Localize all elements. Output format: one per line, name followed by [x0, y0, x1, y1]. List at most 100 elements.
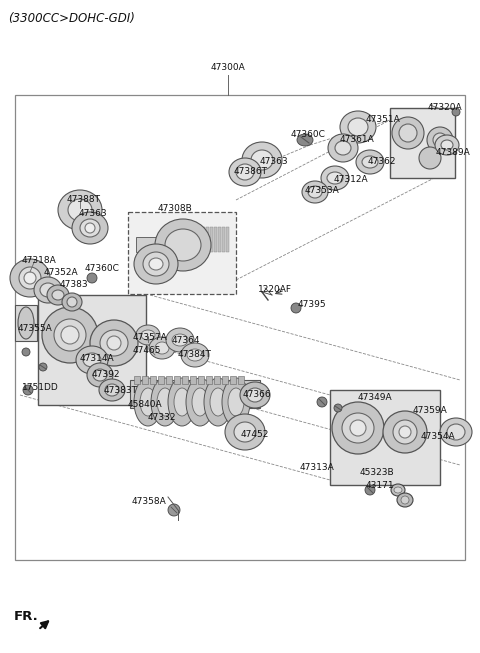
Ellipse shape [435, 135, 459, 155]
Bar [130, 380, 260, 408]
Ellipse shape [149, 258, 163, 270]
Ellipse shape [105, 384, 119, 396]
Ellipse shape [141, 330, 155, 340]
Text: 47465: 47465 [133, 346, 161, 355]
Ellipse shape [134, 244, 178, 284]
Ellipse shape [362, 156, 378, 168]
Ellipse shape [157, 388, 173, 416]
Text: 47366: 47366 [243, 390, 272, 399]
Ellipse shape [61, 326, 79, 344]
Bar [210, 227, 213, 252]
Bar [214, 227, 217, 252]
Text: 47364: 47364 [172, 336, 201, 345]
Ellipse shape [391, 484, 405, 496]
Ellipse shape [222, 378, 250, 426]
Ellipse shape [321, 166, 349, 190]
Ellipse shape [210, 388, 226, 416]
Bar [238, 376, 244, 384]
Text: 47360C: 47360C [85, 264, 120, 273]
Ellipse shape [392, 117, 424, 149]
Text: 47308B: 47308B [158, 204, 193, 213]
Text: 47349A: 47349A [358, 393, 393, 402]
Ellipse shape [100, 330, 128, 356]
Ellipse shape [204, 378, 232, 426]
Ellipse shape [149, 337, 175, 359]
Text: 1220AF: 1220AF [258, 285, 292, 294]
Ellipse shape [143, 252, 169, 276]
Text: 47389A: 47389A [436, 148, 471, 157]
Text: 47360C: 47360C [291, 130, 326, 139]
Ellipse shape [240, 382, 270, 408]
Text: 47363: 47363 [79, 209, 108, 218]
Ellipse shape [151, 378, 179, 426]
Ellipse shape [356, 150, 384, 174]
Bar [182, 376, 188, 384]
Text: 47332: 47332 [148, 413, 177, 422]
Ellipse shape [52, 290, 64, 300]
Bar [222, 227, 225, 252]
Ellipse shape [397, 493, 413, 507]
Ellipse shape [22, 348, 30, 356]
Ellipse shape [165, 229, 201, 261]
Ellipse shape [80, 219, 100, 237]
Ellipse shape [34, 277, 62, 303]
Text: 47392: 47392 [92, 370, 120, 379]
Ellipse shape [19, 267, 41, 289]
Bar [206, 376, 212, 384]
Ellipse shape [401, 496, 409, 504]
Ellipse shape [452, 108, 460, 116]
Ellipse shape [155, 342, 169, 354]
Bar [330, 390, 440, 485]
Ellipse shape [236, 164, 254, 180]
Ellipse shape [168, 504, 180, 516]
Ellipse shape [62, 293, 82, 311]
Bar [150, 376, 156, 384]
Bar [38, 295, 146, 405]
Ellipse shape [348, 118, 368, 136]
Ellipse shape [394, 487, 402, 493]
Ellipse shape [247, 388, 263, 402]
Text: (3300CC>DOHC-GDI): (3300CC>DOHC-GDI) [8, 12, 135, 25]
Text: 1751DD: 1751DD [22, 383, 59, 392]
Ellipse shape [327, 172, 343, 184]
Ellipse shape [229, 158, 261, 186]
Text: 47362: 47362 [368, 157, 396, 166]
Bar [202, 227, 205, 252]
Ellipse shape [166, 328, 194, 352]
Bar [158, 376, 164, 384]
Ellipse shape [42, 307, 98, 363]
Text: 47359A: 47359A [413, 406, 448, 415]
Text: 47312A: 47312A [334, 175, 369, 184]
Ellipse shape [332, 402, 384, 454]
Ellipse shape [76, 346, 108, 374]
Text: 47357A: 47357A [133, 333, 168, 342]
Bar [198, 227, 201, 252]
Bar [214, 376, 220, 384]
Ellipse shape [187, 349, 203, 361]
Bar [166, 376, 172, 384]
Text: 47314A: 47314A [80, 354, 115, 363]
Text: 47361A: 47361A [340, 135, 375, 144]
Ellipse shape [181, 343, 209, 367]
Ellipse shape [18, 307, 34, 339]
Ellipse shape [186, 378, 214, 426]
Text: 45323B: 45323B [360, 468, 395, 477]
Ellipse shape [83, 353, 101, 367]
Ellipse shape [136, 325, 160, 345]
Ellipse shape [447, 424, 465, 440]
Ellipse shape [172, 334, 188, 346]
Ellipse shape [24, 272, 36, 284]
Ellipse shape [251, 150, 273, 170]
Bar [226, 227, 229, 252]
Ellipse shape [67, 297, 77, 307]
Bar [190, 227, 193, 252]
Ellipse shape [155, 219, 211, 271]
Ellipse shape [58, 190, 102, 230]
Bar [136, 237, 191, 252]
Ellipse shape [433, 133, 447, 147]
Text: 47452: 47452 [241, 430, 269, 439]
Ellipse shape [342, 413, 374, 443]
Bar [222, 376, 228, 384]
Ellipse shape [23, 385, 33, 395]
Bar [134, 376, 140, 384]
